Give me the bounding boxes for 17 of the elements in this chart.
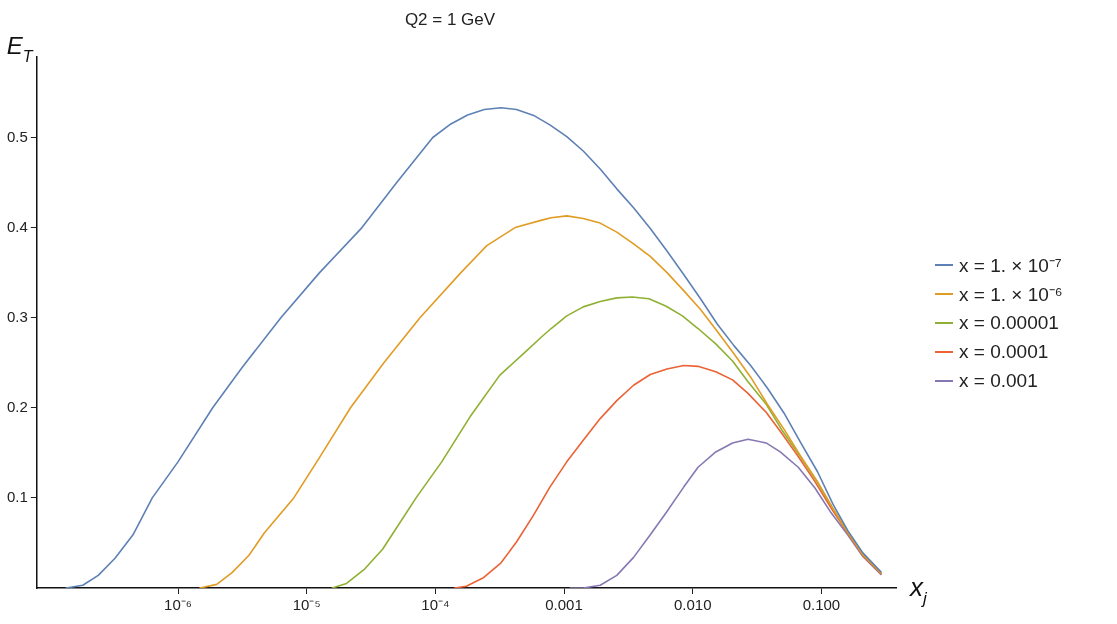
legend-label: x = 1. × 10⁻⁷ — [959, 253, 1062, 278]
y-tick-label: 0.2 — [6, 397, 28, 415]
y-tick-label: 0.1 — [6, 488, 28, 506]
x-tick-label: 0.010 — [673, 596, 712, 614]
x-tick-label: 10⁻⁶ — [164, 596, 192, 614]
legend-label: x = 1. × 10⁻⁶ — [959, 282, 1063, 307]
x-tick-label: 10⁻⁴ — [421, 596, 450, 614]
x-tick-label: 10⁻⁵ — [292, 596, 321, 614]
chart-title: Q2 = 1 GeV — [404, 9, 496, 29]
y-tick-label: 0.5 — [6, 127, 28, 145]
x-tick-label: 0.001 — [545, 596, 583, 614]
legend-label: x = 0.0001 — [959, 340, 1049, 363]
y-tick-label: 0.3 — [6, 307, 28, 325]
y-tick-label: 0.4 — [6, 217, 28, 235]
legend-label: x = 0.001 — [959, 369, 1038, 392]
x-tick-label: 0.100 — [802, 596, 841, 614]
legend-label: x = 0.00001 — [959, 311, 1059, 334]
